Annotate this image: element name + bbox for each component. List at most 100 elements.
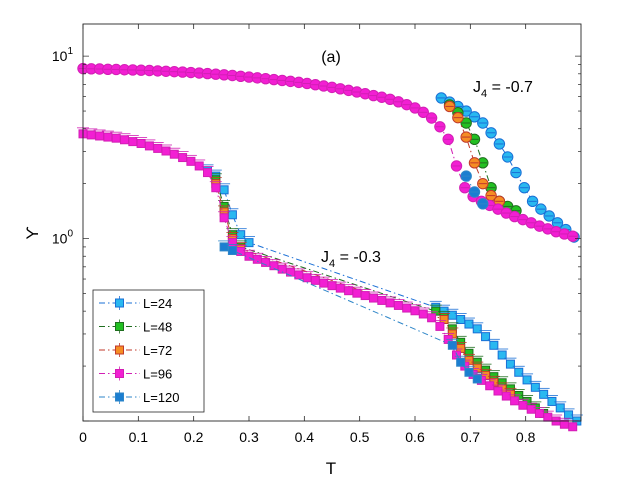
annotation-j4-03-symbol: J bbox=[321, 249, 329, 266]
data-point bbox=[236, 230, 246, 240]
x-tick-label: 0.5 bbox=[350, 429, 370, 445]
data-point bbox=[335, 283, 345, 293]
data-point bbox=[510, 396, 520, 406]
data-point bbox=[111, 133, 121, 143]
data-point bbox=[481, 332, 491, 342]
series-l72-j4-07 bbox=[443, 100, 506, 208]
x-tick-label: 0.1 bbox=[129, 429, 149, 445]
annotation-j4-07: J4 = -0.7 bbox=[473, 79, 533, 100]
data-point bbox=[302, 273, 312, 283]
data-point bbox=[539, 389, 549, 399]
data-point bbox=[144, 141, 154, 151]
data-point bbox=[120, 135, 129, 145]
x-tick-label: 0.2 bbox=[184, 429, 204, 445]
data-point bbox=[86, 130, 96, 140]
annotation-j4-07-sub: 4 bbox=[481, 88, 487, 100]
x-tick-label: 0.7 bbox=[461, 429, 481, 445]
data-point bbox=[385, 298, 395, 308]
data-point bbox=[530, 382, 540, 392]
data-point bbox=[543, 412, 553, 422]
legend-label: L=72 bbox=[143, 343, 172, 358]
data-point bbox=[219, 185, 229, 195]
data-point bbox=[136, 138, 146, 148]
legend-marker bbox=[115, 322, 124, 331]
data-point bbox=[319, 278, 329, 288]
data-point bbox=[377, 295, 387, 305]
legend-box bbox=[92, 289, 205, 413]
legend-item-l72: L=72 bbox=[99, 343, 172, 358]
data-point bbox=[464, 319, 474, 329]
data-point bbox=[153, 143, 163, 153]
y-tick-label: 100 bbox=[52, 229, 74, 247]
y-axis-label: ϒ bbox=[23, 226, 42, 239]
data-point bbox=[505, 359, 515, 369]
data-point bbox=[418, 309, 428, 319]
y-tick-label: 101 bbox=[52, 46, 74, 64]
series-line bbox=[223, 246, 478, 380]
legend-item-l96: L=96 bbox=[99, 366, 172, 382]
legend-marker bbox=[115, 345, 124, 355]
data-point bbox=[402, 303, 412, 313]
data-point bbox=[310, 275, 320, 285]
data-point bbox=[178, 153, 188, 163]
legend-marker bbox=[115, 298, 124, 308]
data-point bbox=[360, 291, 370, 301]
data-point bbox=[219, 242, 229, 252]
data-point bbox=[352, 288, 362, 298]
data-point bbox=[568, 422, 578, 432]
x-tick-label: 0.6 bbox=[405, 429, 425, 445]
data-point bbox=[447, 340, 457, 350]
data-point bbox=[103, 132, 113, 142]
x-tick-label: 0 bbox=[79, 429, 87, 445]
legend-item-l24: L=24 bbox=[99, 296, 172, 311]
data-point bbox=[555, 403, 565, 413]
data-point bbox=[194, 161, 204, 171]
annotation-j4-07-symbol: J bbox=[473, 79, 481, 96]
data-point bbox=[227, 246, 237, 256]
legend: L=24 L=48 L=72 L=96 L=120 bbox=[92, 289, 205, 413]
data-point bbox=[327, 281, 337, 291]
panel-label: (a) bbox=[321, 49, 341, 66]
data-point bbox=[535, 408, 544, 418]
data-point bbox=[472, 324, 482, 334]
data-point bbox=[489, 340, 499, 350]
data-point bbox=[211, 183, 221, 193]
axes: 0 0.1 0.2 0.3 0.4 0.5 0.6 0.7 0.8 101 100 bbox=[52, 23, 582, 445]
data-point bbox=[485, 381, 495, 391]
data-point bbox=[464, 367, 474, 377]
data-point bbox=[128, 137, 138, 147]
data-point bbox=[518, 400, 528, 410]
x-axis-label: T bbox=[326, 459, 336, 478]
annotation-j4-07-value: = -0.7 bbox=[487, 79, 533, 96]
data-point bbox=[497, 350, 507, 360]
data-point bbox=[203, 168, 212, 178]
data-point bbox=[427, 313, 437, 323]
x-tick-label: 0.8 bbox=[516, 429, 536, 445]
x-tick-label: 0.3 bbox=[239, 429, 259, 445]
data-point bbox=[393, 300, 403, 310]
legend-label: L=120 bbox=[143, 390, 180, 405]
data-point bbox=[186, 156, 196, 166]
x-tick-label: 0.4 bbox=[295, 429, 315, 445]
legend-label: L=48 bbox=[143, 320, 172, 335]
annotation-j4-03-value: = -0.3 bbox=[335, 249, 381, 266]
data-point bbox=[369, 293, 378, 303]
data-point bbox=[456, 357, 466, 367]
data-point bbox=[219, 213, 229, 223]
legend-marker bbox=[115, 392, 124, 402]
data-point bbox=[447, 310, 457, 320]
annotation-j4-03-sub: 4 bbox=[329, 258, 335, 270]
legend-item-l120: L=120 bbox=[99, 390, 180, 405]
series-l120-j4-07 bbox=[460, 170, 489, 210]
data-point bbox=[501, 391, 511, 401]
legend-label: L=24 bbox=[143, 296, 172, 311]
data-point bbox=[456, 315, 466, 325]
legend-label: L=96 bbox=[143, 367, 172, 382]
data-point bbox=[95, 131, 105, 141]
data-point bbox=[344, 286, 354, 296]
data-point bbox=[472, 374, 482, 384]
legend-marker bbox=[115, 369, 124, 378]
data-point bbox=[435, 321, 445, 331]
series-l120-j4-03 bbox=[218, 240, 484, 384]
